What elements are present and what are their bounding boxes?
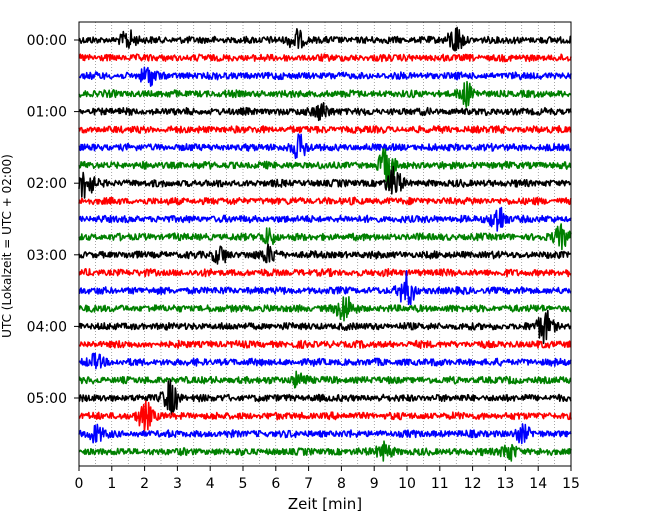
y-axis-label: UTC (Lokalzeit = UTC + 02:00) [0,154,14,338]
x-tick-label: 2 [140,476,149,492]
seismic-trace [78,370,572,389]
seismic-trace [78,80,572,108]
seismic-trace [78,26,572,52]
x-axis-label: Zeit [min] [288,495,362,513]
seismic-trace [78,339,572,349]
seismic-trace [78,440,572,462]
seismic-trace [78,296,572,322]
seismic-trace [78,148,572,188]
x-tick-label: 8 [337,476,346,492]
seismic-trace [78,270,572,306]
x-tick-label: 5 [239,476,248,492]
seismic-trace [78,66,572,87]
x-tick-label: 7 [304,476,313,492]
x-tick-label: 4 [206,476,215,492]
x-tick-label: 10 [398,476,416,492]
x-tick-label: 3 [173,476,182,492]
seismic-trace [78,206,572,232]
x-tick-label: 0 [75,476,84,492]
seismic-trace [78,268,572,278]
x-tick-label: 15 [562,476,580,492]
x-tick-label: 12 [464,476,482,492]
x-tick-label: 11 [431,476,449,492]
seismic-trace [78,379,572,416]
x-axis-ticks: 0 1 2 3 4 5 6 7 8 9 10 11 12 13 14 15 [75,466,580,492]
x-tick-label: 6 [271,476,280,492]
seismic-trace [78,400,572,432]
seismic-trace [78,133,572,160]
plot-frame [78,21,572,467]
y-tick-label: 05:00 [27,391,67,407]
y-tick-label: 02:00 [27,176,67,192]
vertical-grid [95,22,555,466]
x-tick-label: 13 [496,476,514,492]
x-tick-label: 9 [370,476,379,492]
seismic-trace [78,102,572,122]
seismic-trace [78,125,572,134]
seismic-trace [78,165,572,199]
seismic-trace [78,309,572,345]
seismic-traces [78,26,572,462]
seismic-trace [78,352,572,370]
seismic-trace [78,423,572,445]
y-tick-label: 04:00 [27,319,67,335]
y-tick-label: 01:00 [27,105,67,121]
seismic-trace [78,53,572,63]
seismic-trace [78,223,572,251]
x-tick-label: 1 [107,476,116,492]
y-tick-label: 00:00 [27,33,67,49]
y-tick-label: 03:00 [27,248,67,264]
y-axis-ticks: 00:00 01:00 02:00 03:00 04:00 05:00 [27,33,79,407]
x-tick-label: 14 [529,476,547,492]
seismic-trace [78,243,572,265]
seismic-trace [78,196,572,206]
